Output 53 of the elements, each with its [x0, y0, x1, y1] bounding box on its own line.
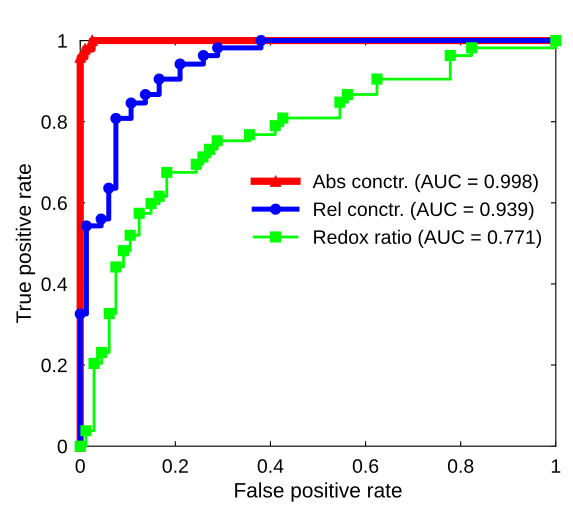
- point: [154, 74, 165, 85]
- point: [334, 96, 346, 108]
- point: [80, 220, 92, 232]
- point: [146, 198, 157, 210]
- point: [244, 129, 256, 140]
- point: [198, 50, 209, 62]
- point: [371, 74, 383, 85]
- point: [270, 120, 281, 132]
- point: [204, 144, 216, 155]
- y-tick-label: 0.4: [41, 277, 68, 292]
- point: [80, 425, 92, 436]
- y-tick-label: 0: [58, 440, 67, 454]
- legend-label: Redox ratio (AUC = 0.771): [314, 230, 542, 248]
- legend-label: Abs conctr. (AUC = 0.998): [312, 174, 538, 192]
- point: [118, 245, 130, 256]
- x-tick-label: 1: [552, 459, 560, 473]
- x-tick-label: 0.8: [448, 459, 474, 473]
- y-tick-label: 0.8: [41, 115, 67, 129]
- point: [124, 230, 136, 241]
- x-tick-label: 0.6: [352, 459, 378, 473]
- point: [88, 358, 100, 369]
- point: [104, 308, 115, 320]
- point: [444, 50, 456, 62]
- point: [79, 44, 91, 55]
- point: [126, 97, 137, 109]
- point: [110, 261, 122, 272]
- point: [174, 58, 186, 70]
- point: [103, 182, 114, 194]
- point: [255, 35, 266, 46]
- y-axis-title: True positive rate: [16, 164, 36, 323]
- y-tick-label: 1: [58, 34, 67, 48]
- point: [74, 308, 86, 320]
- x-tick-label: 0.2: [162, 459, 188, 473]
- y-tick-label: 0.6: [41, 196, 67, 210]
- x-axis-title: False positive rate: [235, 482, 402, 502]
- point: [96, 346, 108, 358]
- point: [161, 166, 172, 178]
- point: [86, 35, 98, 46]
- point: [134, 208, 145, 219]
- point: [277, 112, 288, 124]
- x-tick-label: 0.4: [258, 459, 284, 473]
- point: [342, 88, 354, 100]
- point: [96, 213, 107, 225]
- x-tick-label: 0: [76, 459, 85, 473]
- point: [110, 112, 122, 124]
- point: [140, 88, 151, 100]
- point: [74, 52, 86, 63]
- legend-label: Rel conctr. (AUC = 0.939): [314, 202, 534, 220]
- point: [212, 135, 223, 146]
- point: [466, 42, 478, 54]
- point: [212, 42, 224, 54]
- y-tick-label: 0.2: [41, 358, 67, 372]
- point: [154, 190, 165, 202]
